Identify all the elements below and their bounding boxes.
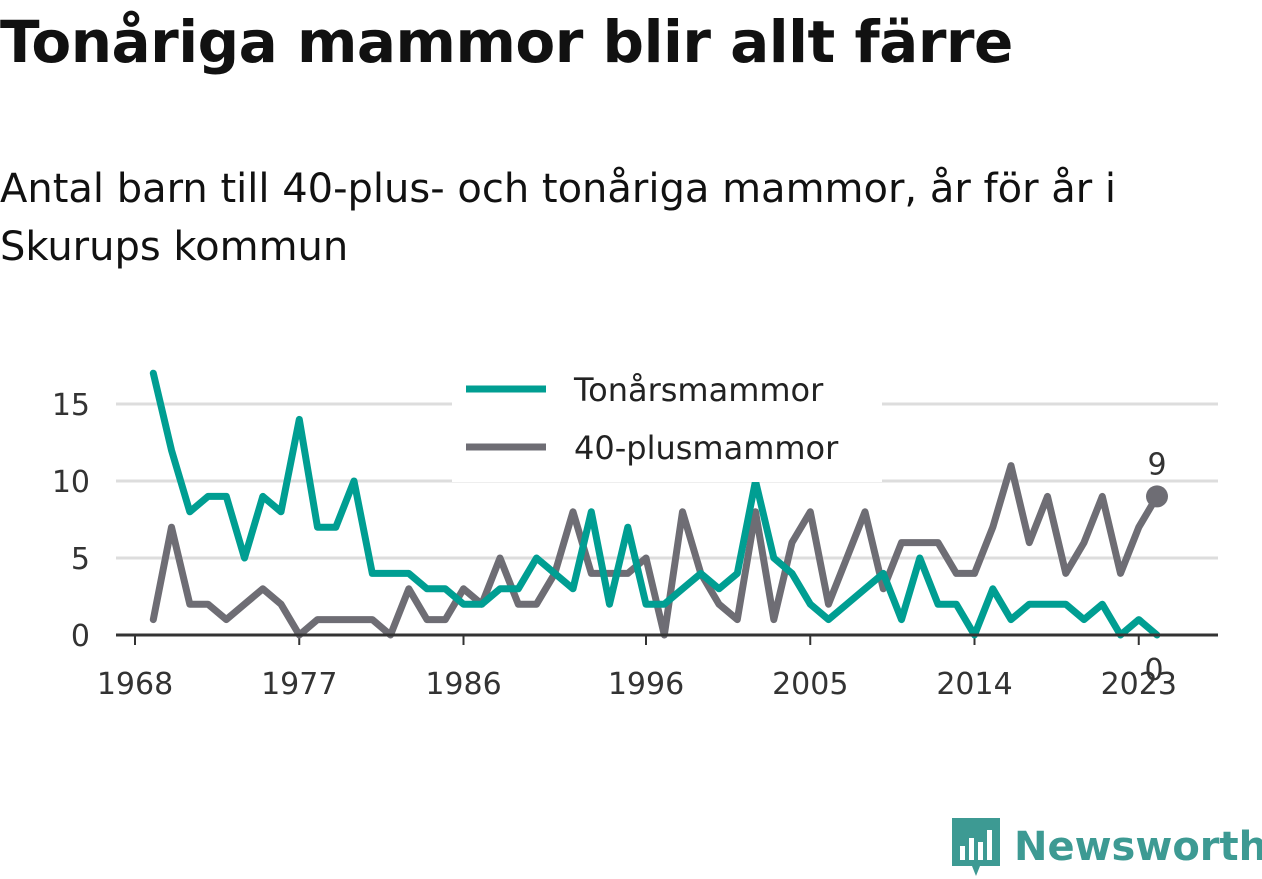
x-tick-label-1977: 1977	[261, 667, 337, 702]
x-tick-label-2014: 2014	[936, 667, 1012, 702]
x-tick-label-1968: 1968	[97, 667, 173, 702]
x-tick-label-2005: 2005	[772, 667, 848, 702]
end-marker-40-plusmammor	[1146, 485, 1168, 508]
chart-title: Tonåriga mammor blir allt färre	[0, 8, 1013, 76]
newsworthy-logo-text: Newsworthy	[1014, 824, 1262, 870]
x-tick-label-1986: 1986	[425, 667, 501, 702]
end-label-40-plusmammor: 9	[1147, 447, 1166, 482]
legend-label-40-plusmammor: 40-plusmammor	[574, 429, 839, 467]
newsworthy-logo-icon	[952, 818, 1000, 876]
legend-label-tonarsmammor: Tonårsmammor	[573, 371, 824, 409]
newsworthy-logo: Newsworthy	[950, 816, 1262, 878]
y-tick-label-0: 0	[71, 619, 90, 654]
x-tick-label-1996: 1996	[608, 667, 684, 702]
chart-subtitle: Antal barn till 40-plus- och tonåriga ma…	[0, 166, 1117, 270]
series-line-40-plusmammor	[149, 462, 1161, 639]
line-chart: 0 5 10 15 1968 1977 1986 1996 2005 2014 2023 Tonårs…	[52, 369, 1218, 702]
series-line-tonarsmammor	[149, 369, 1161, 639]
y-tick-label-15: 15	[52, 388, 90, 423]
end-label-tonarsmammor: 0	[1144, 653, 1163, 688]
y-tick-label-5: 5	[71, 542, 90, 577]
y-tick-label-10: 10	[52, 465, 90, 500]
x-tick-label-2023: 2023	[1101, 667, 1177, 702]
